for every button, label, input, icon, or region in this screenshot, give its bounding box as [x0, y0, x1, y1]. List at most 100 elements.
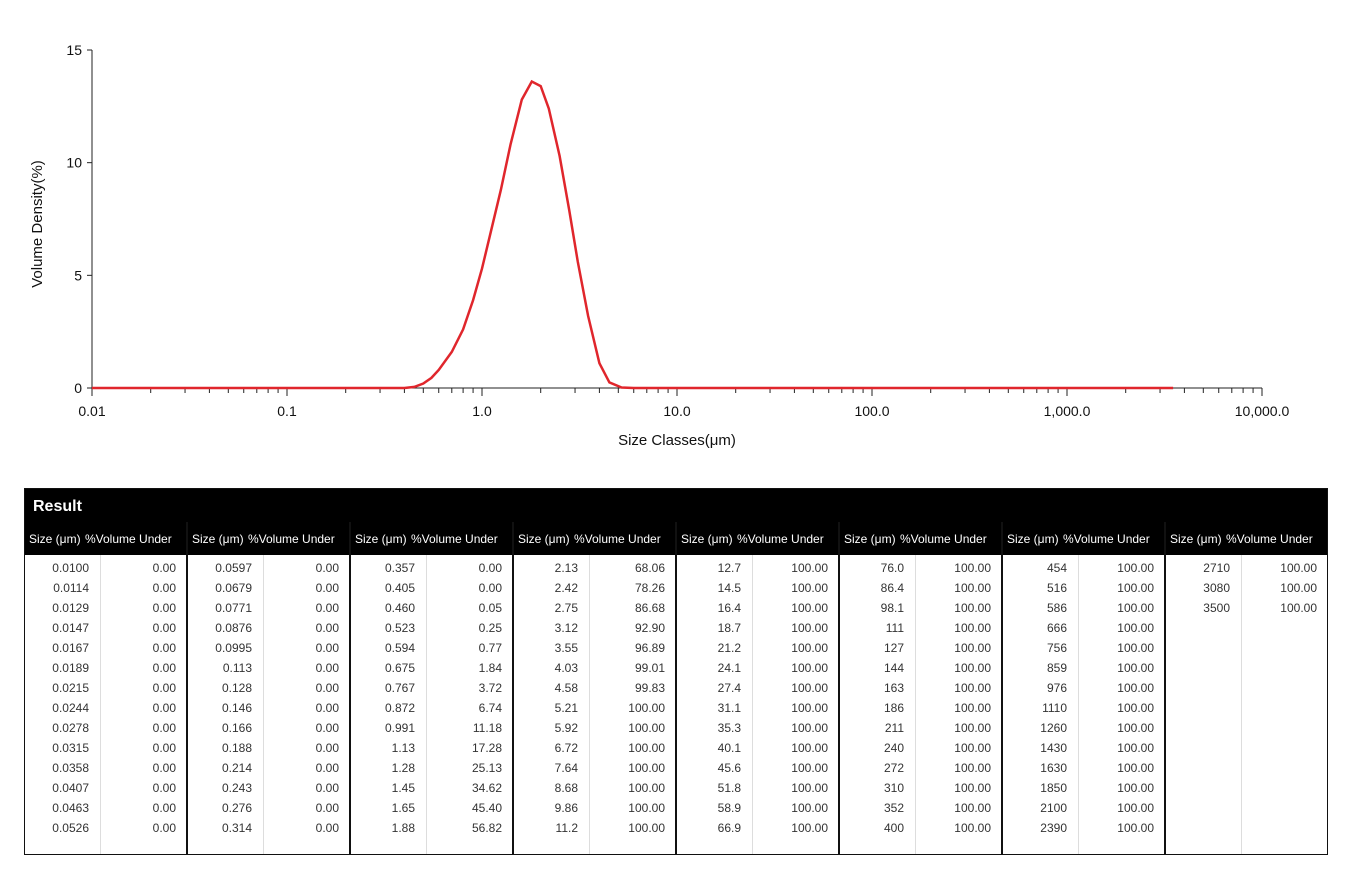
size-value: 0.214: [221, 761, 252, 775]
table-row: 1110 100.00: [1003, 698, 1164, 718]
volume-under-value: 100.00: [791, 621, 828, 635]
volume-under-value: 100.00: [791, 581, 828, 595]
volume-under-value: 100.00: [791, 681, 828, 695]
size-header: Size (μm): [355, 531, 407, 546]
result-columns: Size (μm) %Volume Under 0.0100 0.00 0.0114 0.…: [25, 522, 1327, 854]
volume-under-value: 100.00: [628, 821, 665, 835]
size-value: 1.28: [391, 761, 415, 775]
table-row: 1430 100.00: [1003, 738, 1164, 758]
table-row: 3.12 92.90: [514, 618, 675, 638]
size-value: 400: [883, 821, 904, 835]
table-row: 0.0189 0.00: [25, 658, 186, 678]
volume-under-value: 0.00: [152, 701, 176, 715]
table-row: 0.0215 0.00: [25, 678, 186, 698]
volume-under-value: 100.00: [791, 801, 828, 815]
volume-under-value: 100.00: [628, 741, 665, 755]
size-value: 40.1: [717, 741, 741, 755]
table-row: 66.9 100.00: [677, 818, 838, 838]
size-value: 240: [883, 741, 904, 755]
volume-under-value: 68.06: [634, 561, 665, 575]
volume-under-value: 100.00: [1117, 741, 1154, 755]
volume-under-value: 45.40: [471, 801, 502, 815]
size-value: 9.86: [554, 801, 578, 815]
volume-under-value: 100.00: [954, 701, 991, 715]
size-value: 14.5: [717, 581, 741, 595]
table-row: 7.64 100.00: [514, 758, 675, 778]
size-value: 2100: [1040, 801, 1067, 815]
volume-under-value: 0.00: [152, 821, 176, 835]
size-value: 0.675: [384, 661, 415, 675]
size-value: 0.0771: [215, 601, 252, 615]
size-value: 0.166: [221, 721, 252, 735]
x-tick-label: 10,000.0: [1235, 403, 1290, 419]
volume-under-value: 100.00: [628, 781, 665, 795]
table-row: 0.113 0.00: [188, 658, 349, 678]
x-tick-label: 100.0: [854, 403, 889, 419]
volume-under-value: 100.00: [954, 801, 991, 815]
size-value: 0.767: [384, 681, 415, 695]
table-row: 586 100.00: [1003, 598, 1164, 618]
table-row: 31.1 100.00: [677, 698, 838, 718]
volume-under-value: 100.00: [954, 761, 991, 775]
table-row: 0.188 0.00: [188, 738, 349, 758]
volume-under-value: 3.72: [478, 681, 502, 695]
volume-under-value: 100.00: [954, 621, 991, 635]
column-header: Size (μm) %Volume Under: [677, 522, 838, 555]
size-value: 27.4: [717, 681, 741, 695]
size-value: 127: [883, 641, 904, 655]
result-column: Size (μm) %Volume Under 0.0100 0.00 0.0114 0.…: [25, 522, 188, 854]
size-value: 0.0147: [52, 621, 89, 635]
volume-under-value: 100.00: [628, 701, 665, 715]
table-row: 1630 100.00: [1003, 758, 1164, 778]
size-value: 21.2: [717, 641, 741, 655]
volume-density-line: [92, 79, 1174, 390]
volume-under-value: 92.90: [634, 621, 665, 635]
volume-under-value: 100.00: [791, 761, 828, 775]
size-value: 0.0995: [215, 641, 252, 655]
table-row: 12.7 100.00: [677, 558, 838, 578]
table-row: 1260 100.00: [1003, 718, 1164, 738]
size-value: 0.357: [384, 561, 415, 575]
result-column: Size (μm) %Volume Under 76.0 100.00 86.4 100.…: [840, 522, 1003, 854]
size-value: 0.991: [384, 721, 415, 735]
volume-under-value: 100.00: [954, 561, 991, 575]
column-header: Size (μm) %Volume Under: [514, 522, 675, 555]
size-value: 98.1: [880, 601, 904, 615]
volume-under-value: 100.00: [1280, 561, 1317, 575]
size-value: 58.9: [717, 801, 741, 815]
column-body: 454 100.00 516 100.00 586 100.00 666 100.00 756 1…: [1003, 555, 1164, 854]
volume-under-value: 100.00: [791, 741, 828, 755]
volume-under-value: 0.00: [152, 601, 176, 615]
volume-under-value: 100.00: [628, 801, 665, 815]
volume-under-value: 0.00: [315, 801, 339, 815]
size-value: 1.88: [391, 821, 415, 835]
table-row: 0.128 0.00: [188, 678, 349, 698]
table-row: 5.92 100.00: [514, 718, 675, 738]
volume-under-header: %Volume Under: [574, 531, 661, 546]
volume-under-value: 6.74: [478, 701, 502, 715]
size-value: 3080: [1203, 581, 1230, 595]
table-row: 1.65 45.40: [351, 798, 512, 818]
volume-under-value: 0.00: [152, 661, 176, 675]
volume-under-value: 0.00: [152, 561, 176, 575]
size-value: 51.8: [717, 781, 741, 795]
volume-under-value: 100.00: [791, 701, 828, 715]
table-row: 0.991 11.18: [351, 718, 512, 738]
volume-under-value: 0.00: [315, 681, 339, 695]
size-value: 2.13: [554, 561, 578, 575]
volume-under-value: 100.00: [791, 821, 828, 835]
volume-under-value: 100.00: [1280, 581, 1317, 595]
volume-under-value: 100.00: [1117, 661, 1154, 675]
table-row: 0.460 0.05: [351, 598, 512, 618]
volume-under-value: 0.00: [315, 621, 339, 635]
table-row: 76.0 100.00: [840, 558, 1001, 578]
size-value: 8.68: [554, 781, 578, 795]
size-value: 586: [1046, 601, 1067, 615]
size-value: 0.0876: [215, 621, 252, 635]
table-row: 666 100.00: [1003, 618, 1164, 638]
table-row: 0.675 1.84: [351, 658, 512, 678]
table-row: 86.4 100.00: [840, 578, 1001, 598]
column-body: 0.357 0.00 0.405 0.00 0.460 0.05 0.523 0.25 0.59…: [351, 555, 512, 854]
volume-under-value: 0.00: [152, 781, 176, 795]
size-value: 0.872: [384, 701, 415, 715]
